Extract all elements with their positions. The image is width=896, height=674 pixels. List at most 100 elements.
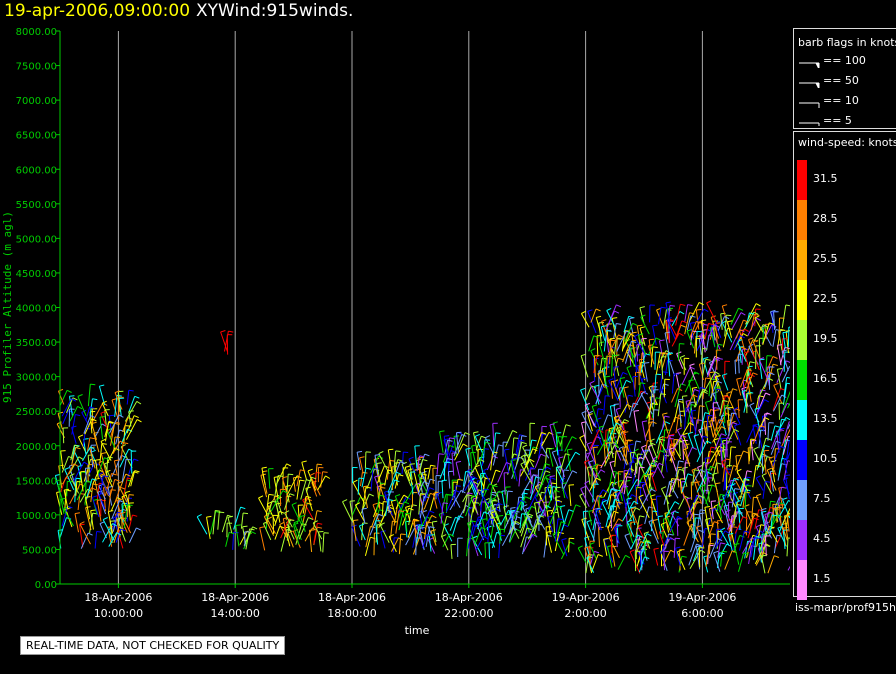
colorbar-label: 19.5 — [813, 332, 838, 345]
wind-barb — [750, 537, 755, 558]
wind-barb-flag — [746, 485, 752, 487]
wind-barb-flag — [261, 466, 267, 469]
wind-barb — [752, 425, 761, 445]
wind-barb — [758, 437, 767, 461]
wind-barb — [776, 369, 782, 389]
wind-barb-flag — [760, 424, 766, 428]
wind-barb — [739, 530, 745, 551]
wind-barb — [640, 533, 648, 547]
wind-barb — [671, 332, 680, 347]
wind-barb-flag — [681, 555, 687, 558]
wind-barb — [443, 439, 449, 455]
wind-barb — [781, 391, 790, 414]
wind-barb-flag — [67, 505, 73, 509]
wind-barb-flag — [455, 485, 461, 487]
wind-barb — [320, 471, 324, 488]
wind-barb — [777, 500, 789, 519]
wind-barb-flag — [439, 430, 445, 433]
wind-barb — [720, 551, 723, 567]
wind-barb — [675, 460, 680, 477]
wind-barb — [98, 485, 106, 500]
wind-barb-flag — [670, 537, 675, 541]
wind-barb-flag — [408, 507, 414, 511]
wind-barb — [441, 536, 449, 551]
wind-barb-flag — [580, 486, 586, 490]
wind-barb — [506, 491, 509, 508]
wind-barb-flag — [704, 506, 710, 508]
wind-barb — [753, 449, 765, 470]
wind-barb — [693, 546, 700, 562]
wind-barb — [439, 431, 444, 453]
wind-barb-flag — [774, 425, 780, 428]
wind-barb — [286, 522, 295, 540]
wind-barb — [712, 419, 720, 438]
wind-barb — [722, 458, 726, 482]
wind-barb-flag — [780, 329, 786, 331]
wind-barb — [591, 469, 602, 485]
wind-barb-flag — [565, 424, 571, 427]
speed-legend-box — [793, 131, 896, 597]
wind-barb — [707, 356, 716, 375]
wind-barb — [731, 312, 742, 330]
y-tick-label: 3000.00 — [16, 373, 57, 384]
wind-barb — [686, 315, 692, 331]
wind-barb — [428, 535, 432, 552]
wind-barb-flag — [644, 556, 650, 560]
wind-barb-flag — [568, 509, 574, 512]
wind-barb — [623, 387, 631, 410]
wind-barb — [419, 496, 425, 519]
wind-barb — [265, 500, 273, 524]
wind-barb — [510, 508, 516, 531]
wind-barb — [500, 510, 509, 526]
wind-barb — [666, 319, 670, 344]
wind-barb-flag — [546, 447, 552, 450]
wind-barb — [706, 415, 709, 431]
wind-barb-flag — [783, 457, 789, 460]
wind-barb — [686, 330, 695, 349]
wind-barb — [558, 453, 566, 475]
wind-barb-flag — [105, 469, 111, 473]
wind-barb-flag — [219, 511, 225, 514]
wind-barb-flag — [90, 446, 96, 450]
wind-barb — [112, 512, 119, 532]
wind-barb-flag — [74, 444, 80, 447]
wind-barb — [450, 544, 453, 559]
wind-barb-flag — [75, 414, 81, 417]
wind-barb — [636, 453, 639, 474]
wind-barb — [414, 445, 418, 469]
wind-barb-flag — [353, 519, 359, 521]
wind-barb — [662, 537, 671, 552]
wind-barb — [610, 535, 613, 554]
wind-barb — [753, 341, 761, 360]
colorbar-cell — [797, 240, 807, 280]
wind-barb — [116, 518, 126, 542]
wind-barb-flag — [772, 363, 778, 366]
wind-barb — [369, 514, 380, 536]
y-tick-label: 7000.00 — [16, 96, 57, 107]
wind-barb-flag — [80, 470, 86, 473]
wind-barb — [82, 446, 91, 462]
wind-barb — [519, 496, 526, 511]
wind-barb-flag — [521, 513, 527, 515]
wind-barb — [603, 395, 606, 415]
wind-barb-flag — [641, 444, 647, 448]
wind-barb-flag — [610, 488, 617, 492]
y-tick-label: 3500.00 — [16, 338, 57, 349]
wind-barb-flag — [610, 505, 616, 508]
wind-barb — [741, 349, 744, 365]
wind-barb-flag — [486, 525, 492, 529]
wind-barb-flag — [404, 465, 410, 468]
wind-barb — [770, 425, 776, 441]
wind-barb — [293, 524, 300, 545]
wind-barb — [462, 481, 475, 503]
wind-barb — [384, 469, 389, 486]
wind-barb-flag — [725, 458, 731, 461]
wind-barb — [782, 421, 790, 444]
wind-barb — [678, 441, 681, 457]
wind-barb-flag — [71, 425, 77, 428]
wind-barb-flag — [128, 448, 134, 452]
wind-barb — [91, 423, 97, 440]
wind-barb — [723, 505, 730, 527]
wind-barb-flag — [552, 486, 558, 488]
wind-barb-flag — [638, 333, 644, 336]
